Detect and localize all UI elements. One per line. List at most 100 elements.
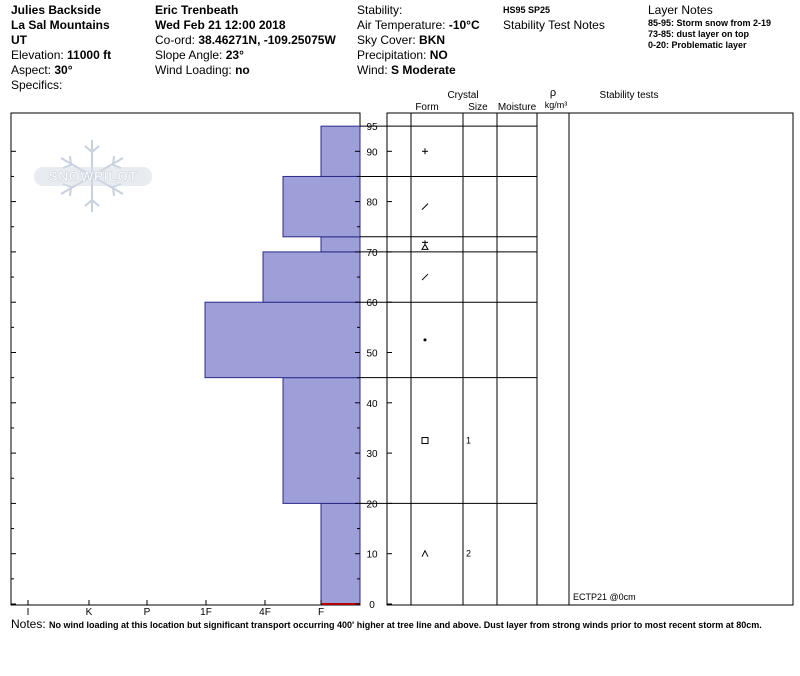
- layer-boundaries: [360, 125, 537, 504]
- wind-row: Wind: S Moderate: [357, 63, 480, 78]
- symbol-stroke: [421, 203, 429, 210]
- crystal-size-value: 1: [466, 436, 471, 446]
- aspect-row: Aspect: 30°: [11, 63, 111, 78]
- slope-row: Slope Angle: 23°: [155, 48, 336, 63]
- symbol-square: [421, 437, 429, 445]
- coord-label: Co-ord:: [155, 33, 196, 47]
- crystal-form-symbols: 21: [421, 148, 471, 559]
- observer-block: Eric Trenbeath Wed Feb 21 12:00 2018 Co-…: [155, 3, 336, 78]
- depth-tick-label: 80: [366, 198, 378, 209]
- specifics-label: Specifics:: [11, 78, 63, 92]
- test-notes-title: Stability Test Notes: [503, 18, 605, 32]
- hardness-tick-label: K: [86, 607, 93, 618]
- facet-rounding-icon: [421, 549, 429, 557]
- symbol-dot: [423, 338, 427, 342]
- snowpilot-logo: SNOWPILOT: [34, 140, 152, 212]
- hardness-bar: [204, 301, 361, 379]
- hardness-bar: [320, 125, 361, 177]
- sky-row: Sky Cover: BKN: [357, 33, 480, 48]
- layer-notes-title: Layer Notes: [648, 3, 713, 17]
- crystal-header: Crystal: [447, 90, 478, 101]
- depth-tick-label: 20: [366, 499, 378, 510]
- wind-value: S Moderate: [391, 63, 456, 77]
- slope-label: Slope Angle:: [155, 48, 223, 62]
- symbol-stroke: [421, 273, 429, 281]
- symbol-triangle: [421, 243, 429, 250]
- site-name: Julies Backside: [11, 3, 102, 17]
- mixed-icon: [421, 240, 429, 250]
- conditions-block: Stability: Air Temperature: -10°C Sky Co…: [357, 3, 480, 78]
- coord-value: 38.46271N, -109.25075W: [198, 33, 336, 47]
- sky-value: BKN: [419, 33, 446, 47]
- observer-name: Eric Trenbeath: [155, 3, 239, 17]
- test-notes-block: HS95 SP25 Stability Test Notes: [503, 3, 605, 33]
- depth-tick-label: 60: [366, 298, 378, 309]
- layer-notes-list: 85-95: Storm snow from 2-19 73-85: dust …: [648, 18, 772, 50]
- moisture-header: Moisture: [498, 102, 537, 113]
- mountain-range: La Sal Mountains: [11, 18, 110, 32]
- elevation-label: Elevation:: [11, 48, 64, 62]
- watermark-text: SNOWPILOT: [48, 168, 137, 184]
- rho-header: ρ: [550, 87, 556, 99]
- hardness-tick-label: 1F: [200, 607, 212, 618]
- stability-test-results: ECTP21 @0cm: [573, 592, 636, 602]
- form-header: Form: [415, 102, 438, 113]
- layer-note-item: 0-20: Problematic layer: [648, 40, 747, 50]
- layer-notes-block: Layer Notes 85-95: Storm snow from 2-19 …: [648, 3, 772, 50]
- hardness-tick-label: 4F: [259, 607, 271, 618]
- elevation-row: Elevation: 11000 ft: [11, 48, 111, 63]
- depth-tick-label: 90: [366, 147, 378, 158]
- notes-label: Notes:: [11, 617, 46, 631]
- precip-label: Precipitation:: [357, 48, 427, 62]
- wind-label: Wind:: [357, 63, 388, 77]
- location-block: Julies Backside La Sal Mountains UT Elev…: [11, 3, 111, 93]
- aspect-label: Aspect:: [11, 63, 52, 77]
- air-temp-row: Air Temperature: -10°C: [357, 18, 480, 33]
- depth-tick-label: 50: [366, 349, 378, 360]
- notes-text: No wind loading at this location but sig…: [49, 620, 762, 630]
- decomposing-fragments-icon: [421, 203, 429, 210]
- wind-loading-value: no: [235, 63, 250, 77]
- hardness-tick-label: F: [318, 607, 324, 618]
- hardness-tick-label: P: [144, 607, 151, 618]
- hardness-bar: [282, 377, 361, 504]
- precipitation-particles-icon: [422, 148, 428, 155]
- hardness-bars: [204, 125, 361, 605]
- layer-note-item: 85-95: Storm snow from 2-19: [648, 18, 772, 28]
- wind-loading-label: Wind Loading:: [155, 63, 232, 77]
- stability-tests-header: Stability tests: [600, 90, 659, 101]
- crystal-size-value: 2: [466, 549, 471, 559]
- stability-label: Stability:: [357, 3, 403, 17]
- density-unit-header: kg/m³: [545, 100, 568, 110]
- notes-section: Notes: No wind loading at this location …: [11, 616, 791, 633]
- elevation-value: 11000 ft: [67, 48, 112, 62]
- hardness-bar: [320, 236, 361, 253]
- precip-value: NO: [429, 48, 448, 62]
- depth-tick-label: 70: [366, 248, 378, 259]
- hardness-tick-label: I: [27, 607, 30, 618]
- hardness-axis: I K P 1F 4F F: [27, 600, 324, 618]
- rounded-grains-icon: [423, 338, 427, 342]
- symbol-caret: [421, 549, 429, 557]
- precip-row: Precipitation: NO: [357, 48, 480, 63]
- aspect-value: 30°: [54, 63, 73, 77]
- hardness-bar: [320, 502, 361, 605]
- stability-test-label: ECTP21 @0cm: [573, 592, 636, 602]
- hardness-bar: [282, 175, 361, 238]
- depth-tick-label: 40: [366, 399, 378, 410]
- layer-table: [386, 112, 794, 606]
- air-temp-label: Air Temperature:: [357, 18, 446, 32]
- layer-note-item: 73-85: dust layer on top: [648, 29, 750, 39]
- air-temp-value: -10°C: [448, 18, 480, 32]
- depth-tick-label: 0: [369, 600, 375, 611]
- depth-tick-label: 95: [366, 122, 378, 133]
- size-header: Size: [468, 102, 488, 113]
- wind-loading-row: Wind Loading: no: [155, 63, 336, 78]
- depth-tick-label: 30: [366, 449, 378, 460]
- coord-row: Co-ord: 38.46271N, -109.25075W: [155, 33, 336, 48]
- table-column-dividers: [410, 113, 570, 605]
- sky-label: Sky Cover:: [357, 33, 416, 47]
- faceted-crystals-icon: [421, 437, 429, 445]
- decomposing-fragments-icon: [421, 273, 429, 281]
